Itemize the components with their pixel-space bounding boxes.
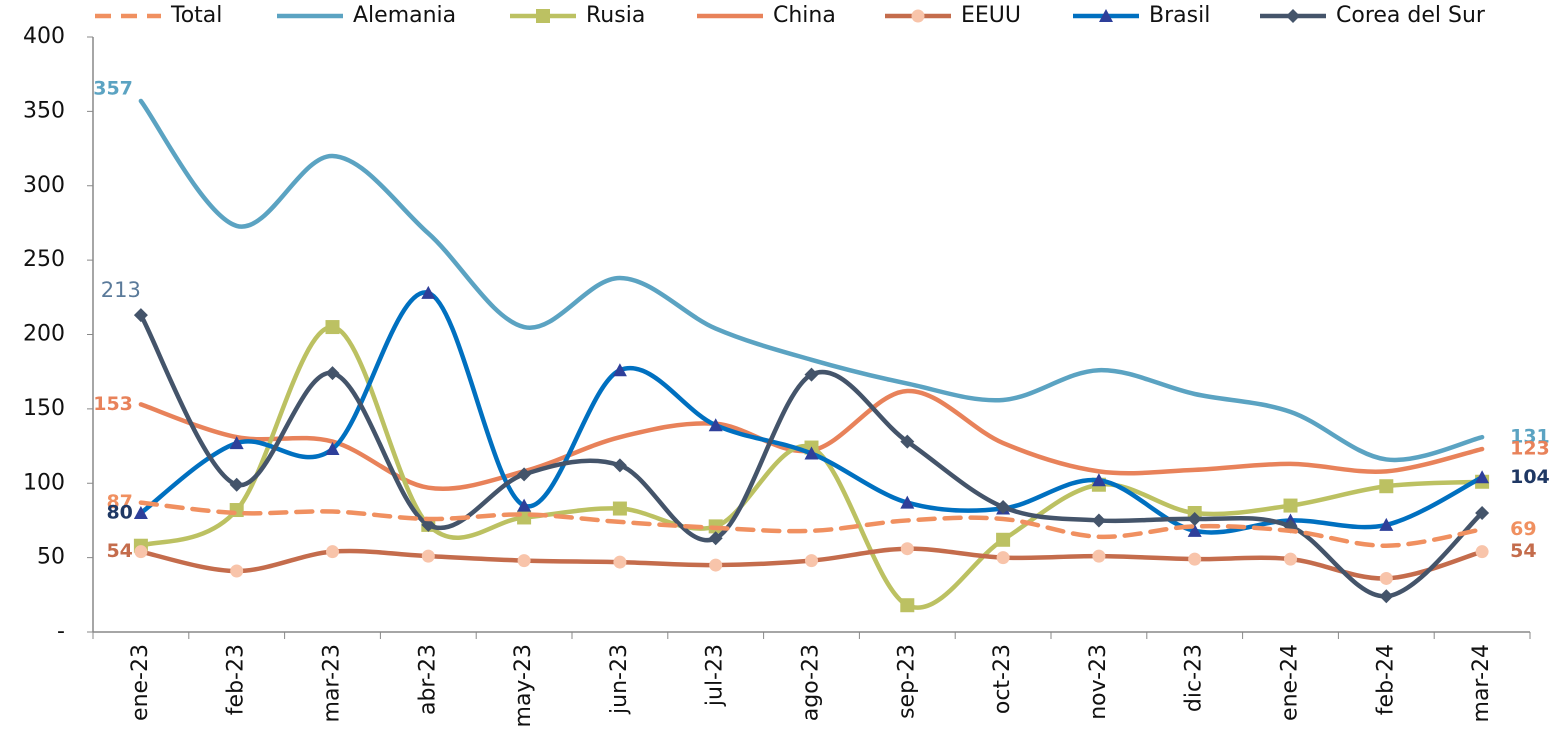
marker xyxy=(1379,571,1393,585)
y-tick-label: 250 xyxy=(23,247,65,272)
marker xyxy=(1188,552,1202,566)
legend-label: Rusia xyxy=(586,3,645,28)
data-label: 213 xyxy=(101,278,141,302)
marker xyxy=(1091,473,1106,487)
x-tick-label: feb-24 xyxy=(1373,644,1398,715)
marker xyxy=(804,446,819,460)
marker xyxy=(996,532,1011,547)
marker xyxy=(1379,589,1394,604)
marker xyxy=(517,498,532,512)
marker xyxy=(325,442,340,456)
marker xyxy=(1187,511,1202,526)
legend-marker xyxy=(1286,9,1300,23)
marker xyxy=(133,506,148,519)
legend-label: China xyxy=(773,3,836,28)
x-tick-label: ene-24 xyxy=(1278,644,1303,721)
y-tick-label: 200 xyxy=(23,322,65,347)
marker xyxy=(1284,552,1297,566)
data-label: 123 xyxy=(1510,438,1550,460)
marker xyxy=(517,467,532,482)
marker xyxy=(708,418,723,432)
x-tick-label: dic-23 xyxy=(1182,644,1207,712)
marker xyxy=(1475,470,1490,484)
data-label: 87 xyxy=(106,491,132,513)
marker xyxy=(709,558,723,572)
marker xyxy=(421,517,436,532)
marker xyxy=(1092,549,1106,563)
marker xyxy=(229,436,244,450)
x-tick-label: feb-23 xyxy=(224,644,249,715)
series-line xyxy=(138,290,1485,535)
marker xyxy=(1283,498,1298,513)
marker xyxy=(996,551,1010,565)
marker xyxy=(804,367,819,382)
marker xyxy=(805,554,818,568)
data-label: 104 xyxy=(1510,466,1550,488)
data-label: 69 xyxy=(1510,518,1536,540)
marker xyxy=(900,434,915,449)
x-tick-label: sep-23 xyxy=(894,644,919,719)
marker xyxy=(900,495,915,509)
marker xyxy=(1379,517,1394,531)
marker xyxy=(230,564,244,578)
x-tick-label: mar-23 xyxy=(320,644,345,722)
data-label: 357 xyxy=(93,77,133,99)
marker xyxy=(326,545,339,559)
marker xyxy=(517,554,531,568)
x-tick-label: ene-23 xyxy=(128,644,153,721)
legend-label: Brasil xyxy=(1149,3,1210,28)
x-tick-label: nov-23 xyxy=(1086,644,1111,720)
marker xyxy=(1379,479,1394,494)
x-tick-label: mar-24 xyxy=(1469,644,1494,722)
x-tick-label: may-23 xyxy=(511,644,536,727)
marker xyxy=(612,363,627,377)
marker xyxy=(1091,513,1106,528)
legend-marker xyxy=(1099,9,1113,22)
data-label: 131 xyxy=(1510,426,1550,448)
marker xyxy=(325,366,340,381)
data-label: 54 xyxy=(1510,540,1536,562)
y-tick-label: 350 xyxy=(23,98,65,123)
x-tick-label: ago-23 xyxy=(799,644,824,721)
series-line xyxy=(138,98,1485,463)
y-tick-label: 150 xyxy=(23,396,65,421)
legend-label: Corea del Sur xyxy=(1336,3,1486,28)
data-label: 80 xyxy=(106,502,132,524)
marker xyxy=(612,458,627,473)
marker xyxy=(900,598,915,613)
marker xyxy=(613,555,627,569)
marker xyxy=(421,285,436,299)
legend-marker xyxy=(911,9,925,23)
legend-marker xyxy=(536,9,550,23)
marker xyxy=(229,477,244,492)
y-tick-label: 400 xyxy=(23,24,65,49)
x-tick-label: jul-23 xyxy=(703,644,728,707)
marker xyxy=(1475,506,1490,520)
data-label: 153 xyxy=(93,393,133,415)
marker xyxy=(708,531,723,546)
data-label: 54 xyxy=(106,540,132,562)
x-tick-label: jun-23 xyxy=(607,644,632,715)
marker xyxy=(325,320,340,335)
x-tick-label: abr-23 xyxy=(415,644,440,715)
marker xyxy=(1187,523,1202,537)
marker xyxy=(612,501,627,516)
marker xyxy=(900,542,914,556)
legend-label: Alemania xyxy=(353,3,456,28)
y-tick-label: 300 xyxy=(23,173,65,198)
y-tick-label: 100 xyxy=(23,470,65,495)
marker xyxy=(1475,545,1489,559)
marker xyxy=(996,500,1011,515)
x-tick-label: oct-23 xyxy=(990,644,1015,714)
legend-label: EEUU xyxy=(961,3,1021,28)
marker xyxy=(134,545,148,559)
marker xyxy=(133,308,148,323)
legend-label: Total xyxy=(170,3,222,28)
y-tick-label: - xyxy=(57,619,65,644)
y-tick-label: 50 xyxy=(37,545,65,570)
series-line xyxy=(138,500,1485,548)
marker xyxy=(421,549,435,563)
